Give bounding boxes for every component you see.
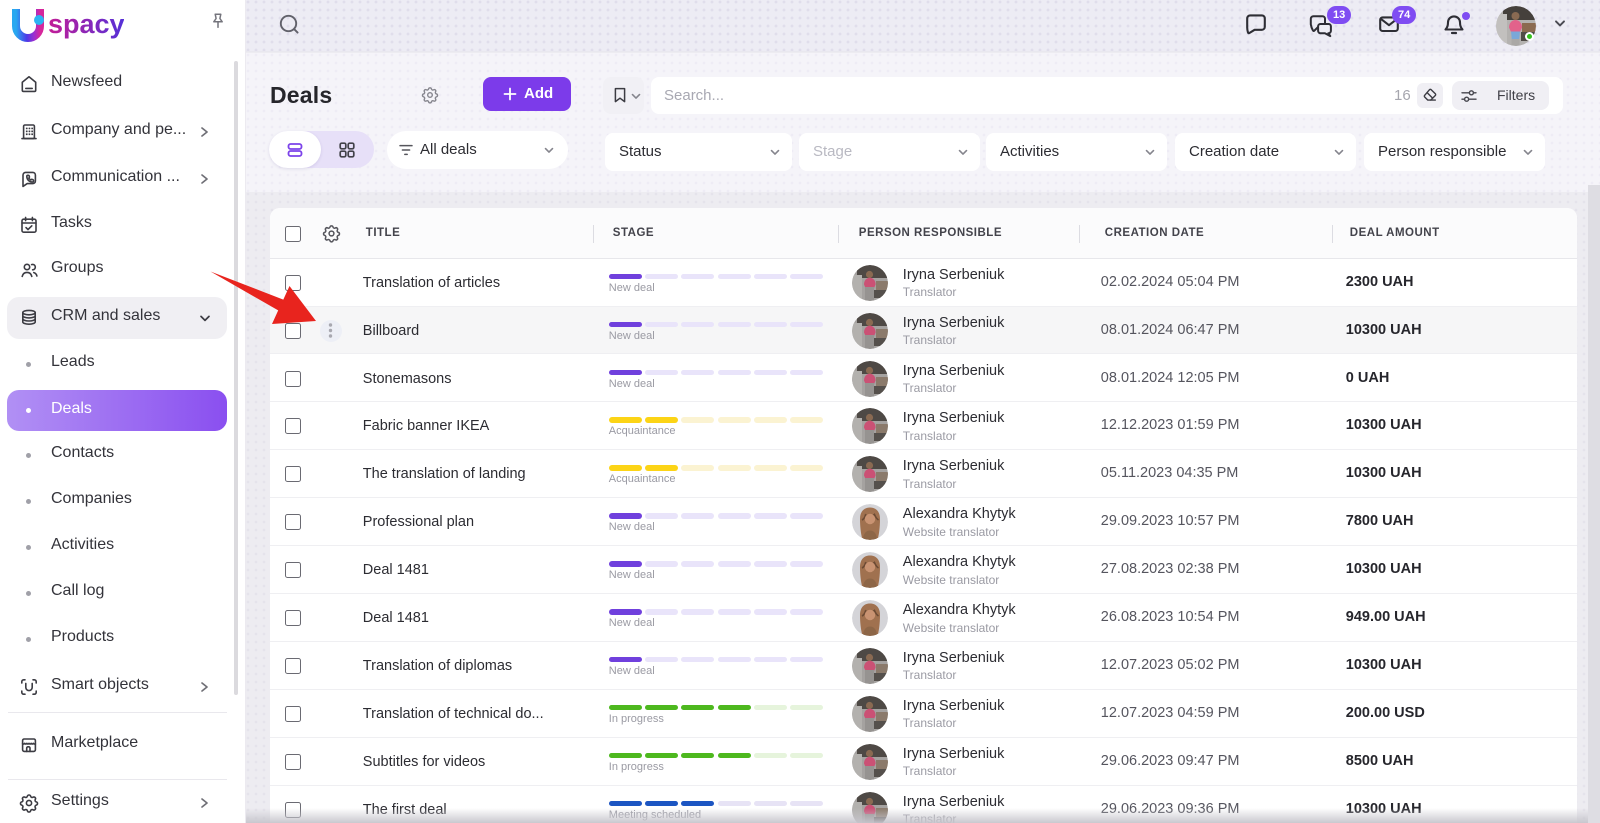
svg-text:spacy: spacy xyxy=(48,9,124,39)
